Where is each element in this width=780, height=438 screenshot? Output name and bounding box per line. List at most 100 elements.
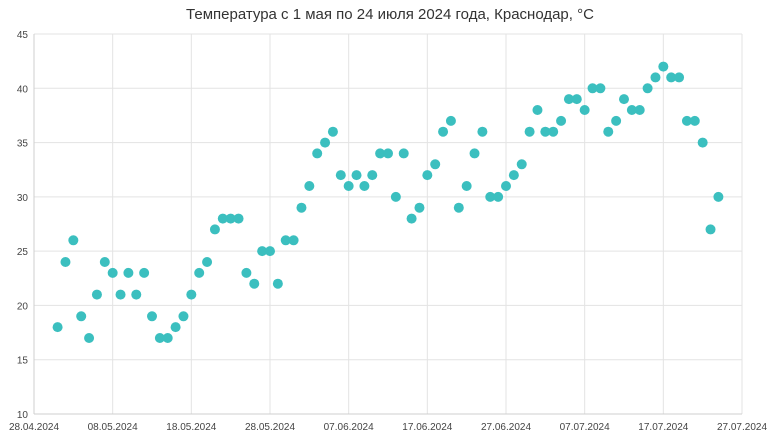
data-point bbox=[327, 126, 338, 137]
data-point bbox=[713, 191, 724, 202]
data-point bbox=[147, 311, 157, 322]
x-tick-label: 27.06.2024 bbox=[481, 422, 531, 433]
data-point bbox=[60, 257, 71, 267]
data-point bbox=[532, 105, 543, 115]
tick-labels: 10 15 20 25 30 35 40 45 28.04.2024 08.05.2024 18.0… bbox=[9, 30, 767, 433]
data-point bbox=[501, 181, 511, 191]
data-point bbox=[178, 311, 189, 322]
data-point bbox=[603, 126, 614, 137]
data-point bbox=[186, 289, 197, 300]
data-point bbox=[689, 115, 700, 126]
data-point bbox=[430, 159, 441, 170]
data-point bbox=[367, 170, 378, 181]
data-point bbox=[233, 213, 244, 224]
data-point bbox=[697, 137, 708, 148]
data-point bbox=[217, 213, 228, 224]
data-point bbox=[485, 191, 496, 202]
x-tick-label: 28.05.2024 bbox=[245, 422, 295, 433]
data-point bbox=[524, 126, 535, 137]
data-point bbox=[52, 322, 63, 333]
data-point bbox=[461, 181, 472, 191]
data-point bbox=[414, 202, 425, 213]
data-point bbox=[241, 267, 252, 278]
data-point bbox=[257, 246, 268, 257]
axes bbox=[33, 34, 742, 415]
data-point bbox=[445, 115, 456, 126]
data-point bbox=[154, 333, 165, 343]
data-point bbox=[288, 235, 299, 246]
data-point bbox=[579, 105, 590, 115]
x-tick-label: 17.06.2024 bbox=[402, 422, 452, 433]
x-tick-label: 17.07.2024 bbox=[638, 422, 688, 433]
data-point bbox=[619, 94, 629, 105]
data-point bbox=[359, 181, 370, 191]
data-point bbox=[469, 148, 480, 159]
data-point bbox=[91, 289, 102, 300]
y-tick-label: 15 bbox=[17, 356, 29, 367]
data-point bbox=[516, 159, 527, 170]
y-tick-label: 40 bbox=[17, 84, 29, 95]
y-tick-label: 20 bbox=[17, 301, 29, 312]
data-point bbox=[162, 333, 173, 343]
x-tick-label: 28.04.2024 bbox=[9, 422, 59, 433]
data-point bbox=[571, 94, 582, 105]
data-point bbox=[540, 126, 551, 137]
data-point bbox=[225, 213, 236, 224]
data-point bbox=[626, 105, 637, 115]
data-point bbox=[548, 126, 559, 137]
data-point bbox=[375, 148, 386, 159]
data-point bbox=[398, 148, 409, 159]
data-point bbox=[390, 191, 401, 202]
data-point bbox=[335, 170, 346, 181]
data-point bbox=[304, 181, 315, 191]
x-tick-label: 08.05.2024 bbox=[88, 422, 138, 433]
data-point bbox=[383, 148, 393, 159]
data-point bbox=[681, 115, 692, 126]
y-tick-label: 45 bbox=[17, 30, 29, 41]
data-point bbox=[194, 267, 205, 278]
data-point bbox=[438, 126, 449, 137]
data-point bbox=[320, 137, 331, 148]
y-tick-label: 30 bbox=[17, 193, 29, 204]
data-point bbox=[99, 257, 110, 267]
y-tick-label: 25 bbox=[17, 247, 29, 258]
data-point bbox=[477, 126, 488, 137]
data-point bbox=[508, 170, 519, 181]
data-point bbox=[422, 170, 433, 181]
data-point bbox=[493, 191, 504, 202]
data-point bbox=[658, 61, 669, 72]
data-point bbox=[312, 148, 323, 159]
data-points bbox=[52, 61, 724, 343]
data-point bbox=[587, 83, 598, 94]
data-point bbox=[406, 213, 417, 224]
data-point bbox=[139, 267, 150, 278]
chart-title: Температура с 1 мая по 24 июля 2024 года… bbox=[186, 6, 594, 23]
data-point bbox=[265, 246, 275, 257]
data-point bbox=[351, 170, 362, 181]
data-point bbox=[76, 311, 87, 322]
data-point bbox=[107, 267, 118, 278]
data-point bbox=[634, 105, 645, 115]
x-tick-label: 07.06.2024 bbox=[324, 422, 374, 433]
data-point bbox=[611, 115, 622, 126]
data-point bbox=[650, 72, 661, 83]
data-point bbox=[202, 257, 213, 267]
x-tick-label: 18.05.2024 bbox=[166, 422, 216, 433]
data-point bbox=[642, 83, 653, 94]
data-point bbox=[280, 235, 291, 246]
y-tick-label: 10 bbox=[17, 410, 29, 421]
data-point bbox=[68, 235, 79, 246]
data-point bbox=[453, 202, 464, 213]
data-point bbox=[209, 224, 220, 235]
data-point bbox=[131, 289, 142, 300]
x-tick-label: 27.07.2024 bbox=[717, 422, 767, 433]
grid bbox=[33, 33, 743, 415]
data-point bbox=[343, 181, 354, 191]
data-point bbox=[296, 202, 307, 213]
data-point bbox=[674, 72, 685, 83]
data-point bbox=[705, 224, 716, 235]
data-point bbox=[123, 267, 134, 278]
data-point bbox=[249, 278, 260, 289]
